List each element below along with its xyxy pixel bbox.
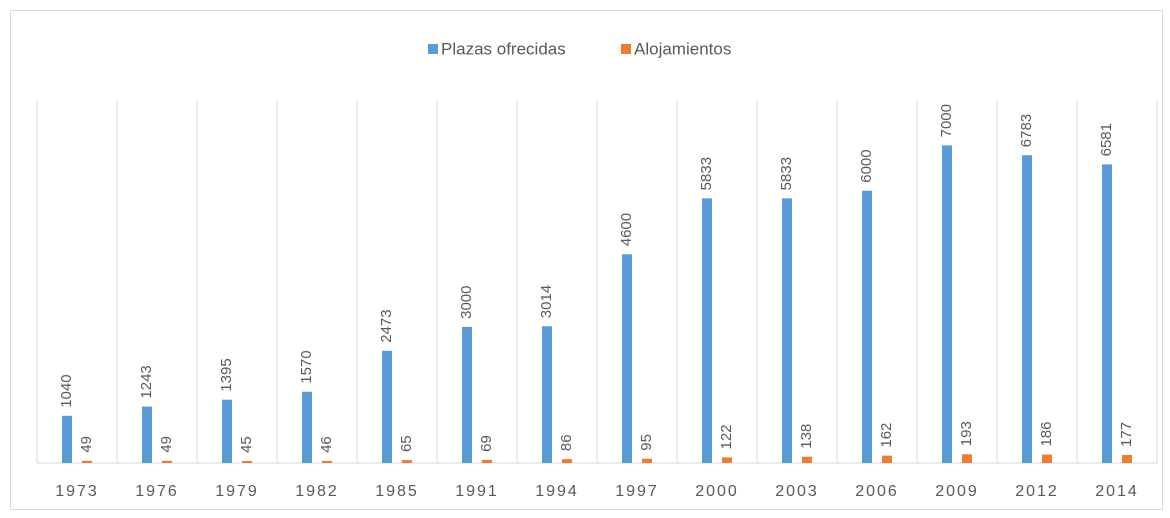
data-label: 6000: [858, 149, 875, 182]
legend-label: Alojamientos: [634, 39, 731, 58]
bar: [962, 454, 972, 463]
x-tick-label: 1982: [295, 483, 339, 500]
x-tick-label: 1985: [375, 483, 419, 500]
bar: [302, 391, 312, 463]
data-label: 4600: [618, 213, 635, 246]
bar: [562, 459, 572, 463]
chart-frame: [10, 10, 1163, 510]
x-tick-label: 1979: [215, 483, 259, 500]
bar: [322, 460, 332, 463]
bar: [782, 198, 792, 463]
bar: [222, 399, 232, 463]
data-label: 6581: [1098, 123, 1115, 156]
data-label: 162: [878, 423, 895, 448]
data-label: 3014: [538, 285, 555, 318]
data-label: 6783: [1018, 114, 1035, 147]
x-tick-label: 2006: [855, 483, 899, 500]
bar: [862, 190, 872, 463]
bar: [642, 458, 652, 463]
x-tick-label: 2003: [775, 483, 819, 500]
bar: [242, 460, 252, 463]
bar: [622, 254, 632, 463]
data-label: 1570: [298, 350, 315, 383]
data-label: 49: [78, 436, 95, 453]
legend-swatch: [428, 44, 438, 54]
x-tick-label: 1994: [535, 483, 579, 500]
bar: [702, 198, 712, 463]
data-label: 122: [718, 424, 735, 449]
bar: [142, 406, 152, 463]
data-label: 86: [558, 434, 575, 451]
data-label: 193: [958, 421, 975, 446]
x-tick-label: 2014: [1095, 483, 1139, 500]
bar: [402, 460, 412, 463]
bar: [1102, 164, 1112, 463]
x-tick-label: 1991: [455, 483, 499, 500]
bar: [1022, 155, 1032, 463]
bar: [722, 457, 732, 463]
data-label: 49: [158, 436, 175, 453]
x-tick-label: 2012: [1015, 483, 1059, 500]
bar: [462, 326, 472, 463]
x-tick-label: 2000: [695, 483, 739, 500]
legend-label: Plazas ofrecidas: [441, 39, 566, 58]
data-label: 65: [398, 435, 415, 452]
data-label: 186: [1038, 422, 1055, 447]
data-label: 5833: [778, 157, 795, 190]
bar: [802, 456, 812, 463]
bar: [542, 326, 552, 463]
x-tick-label: 1976: [135, 483, 179, 500]
data-label: 2473: [378, 309, 395, 342]
x-tick-label: 2009: [935, 483, 979, 500]
x-tick-label: 1973: [55, 483, 99, 500]
data-label: 95: [638, 434, 655, 451]
bar: [482, 459, 492, 463]
bar: [82, 460, 92, 463]
bar: [1042, 454, 1052, 463]
data-label: 45: [238, 436, 255, 453]
data-label: 1243: [138, 365, 155, 398]
data-label: 1395: [218, 358, 235, 391]
data-label: 3000: [458, 286, 475, 319]
bar: [942, 145, 952, 463]
bar: [62, 415, 72, 463]
data-label: 138: [798, 424, 815, 449]
data-label: 7000: [938, 104, 955, 137]
bar: [382, 350, 392, 463]
data-label: 69: [478, 435, 495, 452]
bar: [162, 460, 172, 463]
data-label: 177: [1118, 422, 1135, 447]
data-label: 5833: [698, 157, 715, 190]
bar: [1122, 454, 1132, 463]
x-tick-label: 1997: [615, 483, 659, 500]
data-label: 46: [318, 436, 335, 453]
bar: [882, 455, 892, 463]
data-label: 1040: [58, 374, 75, 407]
legend-swatch: [621, 44, 631, 54]
